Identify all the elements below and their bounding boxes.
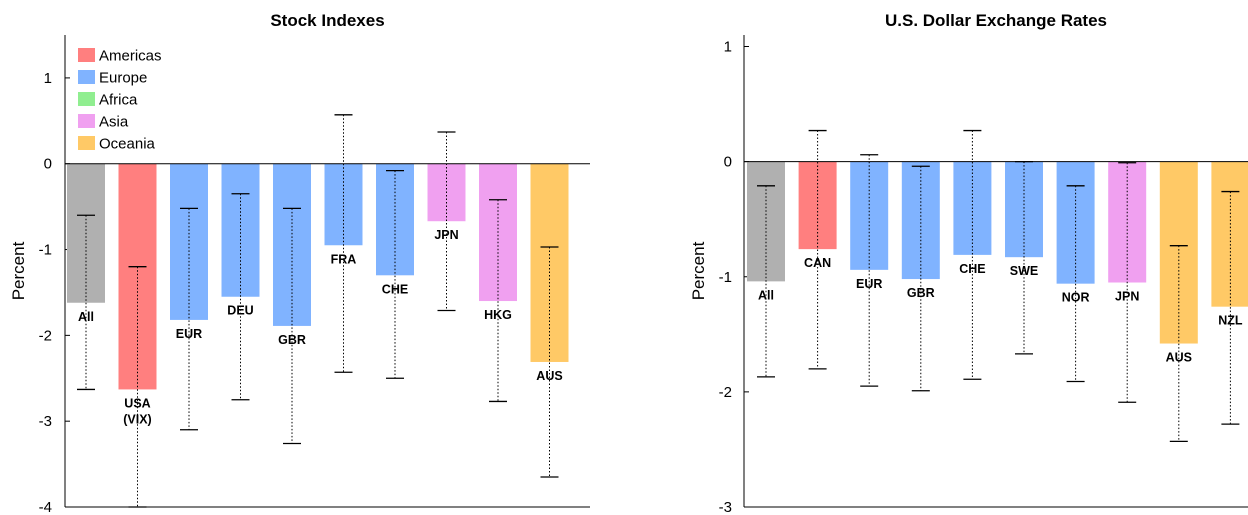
legend-label: Americas xyxy=(99,48,162,65)
bar-label: GBR xyxy=(278,333,306,347)
bar-label: JPN xyxy=(1115,290,1139,304)
legend-label: Europe xyxy=(99,70,147,87)
y-tick-label: 1 xyxy=(44,70,52,87)
y-tick-label: -3 xyxy=(39,413,52,430)
bar-swe xyxy=(1005,161,1043,258)
bar-label: All xyxy=(78,310,94,324)
bar-label: JPN xyxy=(434,228,458,242)
bar-label: USA (VIX) xyxy=(123,396,151,426)
legend-label: Oceania xyxy=(99,136,156,153)
legend-swatch xyxy=(78,70,95,84)
bar-label: GBR xyxy=(907,286,935,300)
chart-title: Stock Indexes xyxy=(270,11,384,30)
bar-label: DEU xyxy=(227,304,253,318)
bar-nor xyxy=(1056,161,1095,284)
bar-label: CHE xyxy=(959,262,985,276)
bar-label: AUS xyxy=(1166,351,1192,365)
legend-swatch xyxy=(78,48,95,62)
bar-label: HKG xyxy=(484,308,512,322)
y-tick-label: -4 xyxy=(39,499,52,515)
bar-nzl xyxy=(1211,161,1248,307)
y-tick-label: 0 xyxy=(44,156,52,173)
y-tick-label: -3 xyxy=(719,499,732,515)
legend-label: Asia xyxy=(99,114,129,131)
legend: Americas Europe Africa Asia Oceania xyxy=(78,48,162,153)
y-tick-label: 1 xyxy=(724,39,732,56)
bar-label: CHE xyxy=(382,282,408,296)
bar-label: All xyxy=(758,288,774,302)
legend-swatch xyxy=(78,114,95,128)
y-tick-label: -2 xyxy=(39,327,52,344)
bar-fra xyxy=(324,163,363,246)
usd-exchange-rates-chart: U.S. Dollar Exchange Rates Percent -3 -2 -1 0… xyxy=(689,11,1248,515)
chart-title: U.S. Dollar Exchange Rates xyxy=(885,11,1107,30)
legend-label: Africa xyxy=(99,92,138,109)
bar-label: EUR xyxy=(856,277,882,291)
bar-label: EUR xyxy=(176,327,202,341)
y-tick-label: -2 xyxy=(719,384,732,401)
y-tick-label: -1 xyxy=(719,269,732,286)
bar-label: AUS xyxy=(536,369,562,383)
bar-label: FRA xyxy=(331,252,357,266)
legend-swatch xyxy=(78,92,95,106)
bar-label: CAN xyxy=(804,256,831,270)
y-tick-label: -1 xyxy=(39,242,52,259)
y-axis-label: Percent xyxy=(689,241,708,300)
bar-label: NZL xyxy=(1218,314,1243,328)
bar-label: NOR xyxy=(1062,291,1090,305)
y-tick-label: 0 xyxy=(724,154,732,171)
bar-label: SWE xyxy=(1010,264,1038,278)
y-axis-label: Percent xyxy=(9,241,28,300)
legend-swatch xyxy=(78,136,95,150)
stock-indexes-chart: Stock Indexes Percent -4 -3 -2 -1 0 1 All USA (VIX… xyxy=(9,11,590,515)
bar-eur xyxy=(170,163,208,320)
